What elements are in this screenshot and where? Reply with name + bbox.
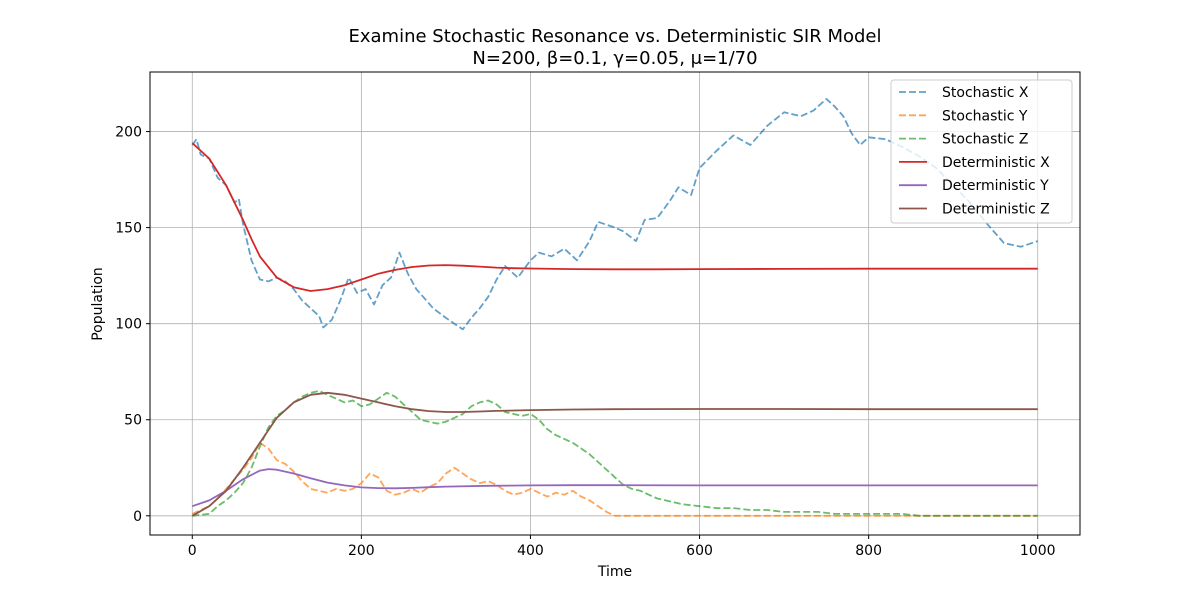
y-tick-label: 100 (115, 317, 142, 333)
series-line-deterministic-x (191, 142, 1038, 292)
x-tick-label: 200 (348, 543, 375, 559)
chart-subtitle: N=200, β=0.1, γ=0.05, μ=1/70 (472, 48, 757, 69)
y-tick-label: 0 (133, 509, 142, 525)
x-tick-label: 400 (517, 543, 544, 559)
legend: Stochastic X Stochastic Y Stochastic Z Dete… (890, 79, 1073, 224)
legend-label-stochastic-z: Stochastic Z (942, 132, 1029, 148)
plot-series (191, 98, 1038, 517)
axis-ticks: 0 200 400 600 800 1000 0 50 100 150 200 (115, 125, 1055, 559)
y-tick-label: 200 (115, 125, 142, 141)
legend-label-deterministic-y: Deterministic Y (942, 178, 1049, 194)
x-tick-label: 0 (188, 543, 197, 559)
series-line-stochastic-y (191, 441, 1038, 517)
chart-title: Examine Stochastic Resonance vs. Determi… (348, 26, 881, 47)
x-tick-label: 600 (686, 543, 713, 559)
legend-label-deterministic-x: Deterministic X (942, 155, 1050, 171)
legend-label-stochastic-x: Stochastic X (942, 85, 1029, 101)
x-tick-label: 1000 (1020, 543, 1056, 559)
y-tick-label: 150 (115, 221, 142, 237)
legend-box (890, 79, 1073, 224)
y-tick-label: 50 (124, 413, 142, 429)
series-line-deterministic-z (191, 391, 1038, 517)
x-tick-label: 800 (855, 543, 882, 559)
series-line-deterministic-y (192, 468, 1038, 508)
y-axis-label: Population (90, 267, 106, 341)
series-line-stochastic-z (192, 389, 1038, 517)
legend-label-stochastic-y: Stochastic Y (942, 108, 1028, 124)
legend-label-deterministic-z: Deterministic Z (942, 202, 1050, 218)
x-axis-label: Time (597, 564, 632, 580)
plot-area-frame (149, 71, 1081, 536)
